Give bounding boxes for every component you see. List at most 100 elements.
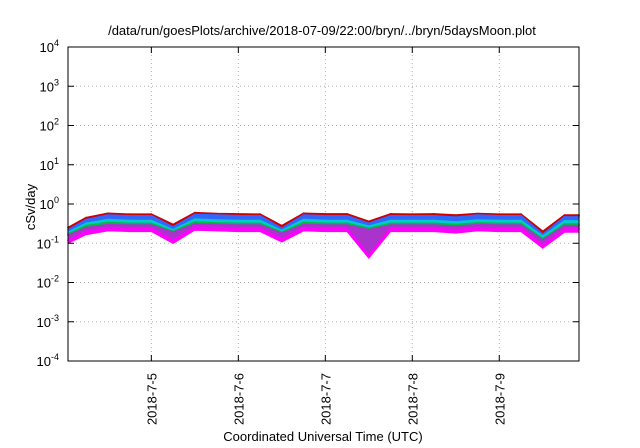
series-point bbox=[324, 224, 327, 227]
y-tick-label: 101 bbox=[40, 156, 59, 173]
series-point bbox=[476, 212, 479, 215]
series-point bbox=[498, 213, 501, 216]
series-point bbox=[476, 222, 479, 224]
series-point bbox=[280, 227, 283, 230]
series-point bbox=[367, 220, 370, 223]
series-point bbox=[541, 235, 544, 238]
series-point bbox=[85, 224, 87, 227]
series-point bbox=[367, 254, 370, 256]
series-point bbox=[237, 213, 240, 215]
series-point bbox=[367, 225, 370, 228]
y-tick-label: 102 bbox=[40, 117, 59, 134]
series-point bbox=[259, 222, 261, 225]
series-point bbox=[498, 219, 501, 222]
series-point bbox=[433, 224, 435, 227]
series-point bbox=[85, 222, 87, 225]
series-point bbox=[520, 222, 522, 225]
series-point bbox=[324, 219, 327, 222]
series-point bbox=[389, 222, 392, 225]
series-point bbox=[324, 213, 327, 215]
series-point bbox=[411, 222, 414, 225]
series-point bbox=[389, 219, 392, 222]
series-point bbox=[150, 213, 153, 216]
series-point bbox=[150, 214, 153, 217]
series-point bbox=[324, 214, 327, 217]
series-point bbox=[193, 218, 196, 221]
series-point bbox=[498, 227, 501, 230]
series-point bbox=[193, 223, 196, 225]
series-point bbox=[128, 222, 131, 225]
series-point bbox=[128, 214, 131, 217]
series-point bbox=[259, 213, 261, 216]
x-tick-label: 2018-7-5 bbox=[144, 373, 159, 425]
series-point bbox=[476, 219, 479, 222]
series-point bbox=[433, 213, 435, 215]
series-point bbox=[476, 214, 479, 217]
series-point bbox=[346, 224, 348, 227]
series-point bbox=[215, 214, 218, 217]
series-point bbox=[367, 228, 370, 231]
series-point bbox=[107, 212, 109, 215]
series-point bbox=[280, 232, 283, 235]
series-point bbox=[520, 224, 522, 227]
x-tick-label: 2018-7-6 bbox=[231, 373, 246, 425]
series-point bbox=[411, 214, 414, 217]
series-point bbox=[150, 224, 153, 227]
series-point bbox=[520, 219, 522, 222]
series-point bbox=[128, 227, 131, 230]
series-point bbox=[346, 213, 348, 215]
series-point bbox=[215, 219, 218, 222]
series-point bbox=[433, 214, 435, 217]
series-point bbox=[172, 239, 175, 242]
series-point bbox=[237, 219, 240, 222]
series-point bbox=[411, 227, 414, 230]
series-point bbox=[367, 222, 370, 225]
series-point bbox=[454, 228, 457, 231]
series-point bbox=[280, 229, 283, 232]
series-point bbox=[85, 218, 87, 221]
series-point bbox=[259, 224, 261, 227]
series-point bbox=[476, 223, 479, 226]
series-point bbox=[433, 222, 435, 225]
series-point bbox=[563, 224, 566, 227]
y-tick-label: 104 bbox=[40, 38, 59, 55]
series-point bbox=[128, 213, 131, 216]
series-point bbox=[454, 223, 457, 226]
series-point bbox=[237, 214, 240, 217]
series-point bbox=[302, 226, 305, 229]
series-point bbox=[172, 223, 175, 226]
grid-lines bbox=[68, 47, 579, 361]
series-point bbox=[563, 220, 566, 222]
series-point bbox=[85, 226, 87, 229]
series-point bbox=[454, 216, 457, 219]
series-point bbox=[520, 213, 522, 216]
series-point bbox=[107, 226, 109, 229]
series-point bbox=[324, 222, 327, 225]
series-point bbox=[541, 233, 544, 236]
series-point bbox=[150, 227, 153, 230]
y-tick-label: 10-1 bbox=[37, 234, 59, 251]
chart-title: /data/run/goesPlots/archive/2018-07-09/2… bbox=[108, 23, 536, 38]
series-point bbox=[107, 214, 109, 217]
series-point bbox=[367, 227, 370, 230]
series-point bbox=[498, 222, 501, 225]
series-point bbox=[302, 214, 305, 217]
series-point bbox=[389, 224, 392, 227]
series-point bbox=[302, 212, 305, 215]
series-point bbox=[389, 227, 392, 230]
series-point bbox=[563, 228, 566, 231]
series-point bbox=[389, 213, 392, 215]
series-point bbox=[280, 237, 283, 240]
y-tick-label: 10-2 bbox=[37, 274, 59, 291]
series-point bbox=[454, 214, 457, 217]
series-point bbox=[498, 224, 501, 227]
series-point bbox=[215, 212, 218, 215]
series-point bbox=[193, 226, 196, 228]
series-point bbox=[454, 221, 457, 223]
series-point bbox=[215, 226, 218, 229]
series-point bbox=[563, 216, 566, 218]
series-point bbox=[520, 227, 522, 230]
series-point bbox=[237, 227, 240, 230]
series-point bbox=[259, 214, 261, 217]
series-point bbox=[324, 227, 327, 230]
